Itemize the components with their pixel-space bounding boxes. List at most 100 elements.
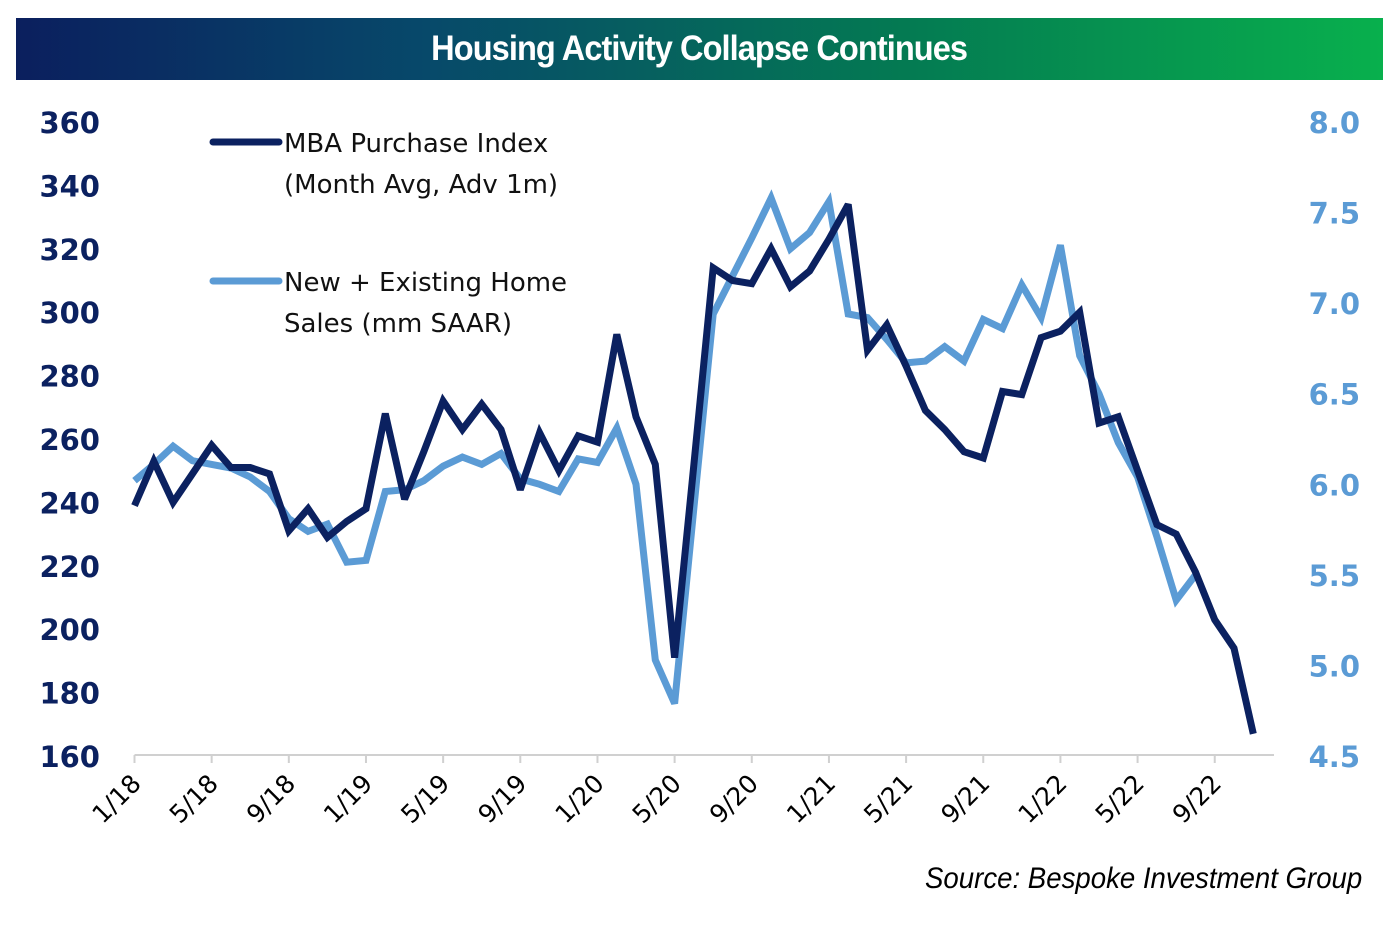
mba-data-point — [324, 534, 330, 540]
sales-data-point — [498, 451, 504, 457]
left-y-tick-label: 220 — [39, 550, 100, 584]
mba-data-point — [247, 465, 253, 471]
left-y-tick-label: 240 — [39, 486, 100, 520]
sales-data-point — [440, 463, 446, 469]
sales-data-point — [922, 358, 928, 364]
x-axis: 1/18 5/18 9/18 1/19 5/19 9/19 1/20 5/20 9/20 1/21… — [87, 754, 1274, 829]
sales-data-point — [1115, 440, 1121, 446]
right-y-tick-label: 4.5 — [1309, 740, 1360, 774]
left-y-axis: 360 340 320 300 280 260 240 220 200 180 160 — [39, 106, 100, 774]
sales-data-point — [961, 358, 967, 364]
sales-data-point — [479, 461, 485, 467]
mba-data-point — [440, 398, 446, 404]
left-y-tick-label: 300 — [39, 296, 100, 330]
sales-data-point — [1077, 353, 1083, 359]
left-y-tick-label: 200 — [39, 613, 100, 647]
mba-data-point — [189, 471, 195, 477]
series-layer — [131, 189, 1257, 735]
sales-data-point — [421, 478, 427, 484]
mba-data-point — [922, 408, 928, 414]
right-y-axis: 8.0 7.5 7.0 6.5 6.0 5.5 5.0 4.5 — [1309, 106, 1360, 774]
sales-data-point — [537, 481, 543, 487]
mba-data-point — [1038, 335, 1044, 341]
left-y-tick-label: 180 — [39, 677, 100, 711]
sales-data-point — [768, 195, 774, 201]
mba-data-point — [402, 496, 408, 502]
mba-data-point — [652, 461, 658, 467]
left-y-tick-label: 340 — [39, 169, 100, 203]
x-tick-label: 5/18 — [164, 769, 224, 829]
mba-data-point — [903, 363, 909, 369]
mba-data-point — [942, 427, 948, 433]
mba-data-point — [1231, 645, 1237, 651]
sales-data-point — [247, 474, 253, 480]
sales-data-point — [980, 316, 986, 322]
x-tick-label: 9/19 — [472, 769, 532, 829]
mba-data-point — [1115, 414, 1121, 420]
sales-data-point — [672, 701, 678, 707]
mba-data-point — [363, 506, 369, 512]
title-bar: Housing Activity Collapse Continues — [16, 18, 1383, 80]
sales-data-point — [787, 246, 793, 252]
mba-data-point — [344, 518, 350, 524]
mba-data-point — [807, 268, 813, 274]
mba-data-point — [151, 458, 157, 464]
legend-label-mba: MBA Purchase Index — [284, 129, 548, 159]
mba-data-point — [267, 471, 273, 477]
sales-data-point — [749, 235, 755, 241]
sales-data-point — [595, 460, 601, 466]
x-tick-label: 1/22 — [1012, 769, 1072, 829]
mba-data-point — [479, 401, 485, 407]
sales-data-point — [1038, 315, 1044, 321]
x-tick-label: 1/21 — [781, 769, 841, 829]
sales-data-point — [1019, 282, 1025, 288]
source-note: Source: Bespoke Investment Group — [924, 862, 1362, 895]
mba-data-point — [1135, 468, 1141, 474]
sales-data-point — [324, 521, 330, 527]
x-tick-label: 1/20 — [549, 769, 609, 829]
mba-data-point — [980, 455, 986, 461]
mba-data-point — [672, 655, 678, 661]
left-y-tick-label: 360 — [39, 106, 100, 140]
mba-data-point — [691, 461, 697, 467]
mba-data-point — [614, 331, 620, 337]
sales-data-point — [344, 559, 350, 565]
mba-data-point — [1019, 392, 1025, 398]
sales-data-point — [652, 657, 658, 663]
mba-data-point — [1096, 420, 1102, 426]
mba-data-point — [537, 430, 543, 436]
x-tick-label: 5/19 — [395, 769, 455, 829]
mba-data-point — [1154, 522, 1160, 528]
right-y-tick-label: 7.0 — [1309, 287, 1360, 321]
mba-data-point — [1057, 328, 1063, 334]
sales-data-point — [633, 481, 639, 487]
mba-data-point — [382, 411, 388, 417]
mba-data-point — [517, 487, 523, 493]
mba-data-point — [710, 265, 716, 271]
left-y-tick-label: 260 — [39, 423, 100, 457]
mba-data-point — [1173, 531, 1179, 537]
mba-data-point — [556, 468, 562, 474]
sales-data-point — [807, 230, 813, 236]
mba-data-point — [1077, 309, 1083, 315]
mba-data-point — [421, 449, 427, 455]
x-tick-label: 9/21 — [935, 769, 995, 829]
right-y-tick-label: 6.5 — [1309, 378, 1360, 412]
sales-data-point — [826, 199, 832, 205]
sales-data-point — [614, 425, 620, 431]
mba-data-point — [633, 414, 639, 420]
legend-label-mba: (Month Avg, Adv 1m) — [284, 170, 558, 200]
chart-title: Housing Activity Collapse Continues — [431, 29, 969, 68]
sales-data-point — [305, 528, 311, 534]
x-tick-label: 9/20 — [704, 769, 764, 829]
legend-label-sales: Sales (mm SAAR) — [284, 309, 512, 339]
sales-data-point — [1173, 597, 1179, 603]
right-y-tick-label: 8.0 — [1309, 106, 1360, 140]
right-y-tick-label: 5.5 — [1309, 559, 1360, 593]
mba-data-point — [286, 528, 292, 534]
left-y-tick-label: 160 — [39, 740, 100, 774]
sales-data-point — [1000, 326, 1006, 332]
sales-data-point — [170, 443, 176, 449]
sales-data-point — [363, 557, 369, 563]
